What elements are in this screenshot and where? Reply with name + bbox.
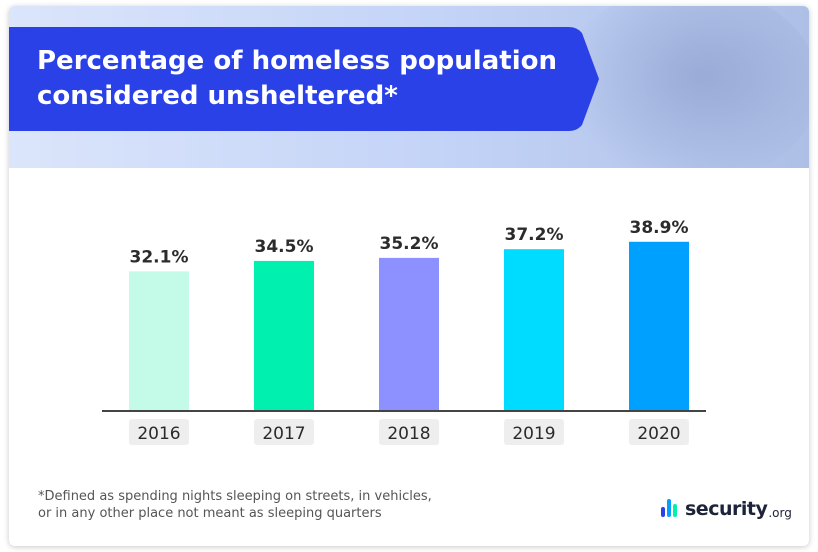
logo-suffix: .org <box>768 505 792 520</box>
logo-mark-icon <box>661 499 681 519</box>
tick-label-2019: 2019 <box>512 424 555 444</box>
chart-title-line-2: considered unsheltered* <box>37 81 398 111</box>
header-band: Percentage of homeless population consid… <box>9 6 809 168</box>
chart-title-line-1: Percentage of homeless population <box>37 46 557 76</box>
footnote: *Defined as spending nights sleeping on … <box>38 488 558 522</box>
title-banner <box>9 27 599 131</box>
bar-chart: 32.1% 2016 34.5% 2017 35.2% 2018 37.2% 2019 38.9… <box>102 218 706 445</box>
tick-label-2020: 2020 <box>637 424 680 444</box>
security-org-logo: security .org <box>661 496 792 522</box>
title-banner-shape <box>9 27 599 131</box>
bar-2018 <box>379 257 439 411</box>
bar-2017 <box>254 260 314 411</box>
tick-label-2018: 2018 <box>387 424 430 444</box>
footnote-line-1: *Defined as spending nights sleeping on … <box>38 489 432 504</box>
bar-2016 <box>129 271 189 411</box>
value-label-2019: 37.2% <box>505 225 564 245</box>
value-label-2016: 32.1% <box>130 247 189 267</box>
tick-label-2016: 2016 <box>137 424 180 444</box>
bar-2019 <box>504 249 564 411</box>
bar-2020 <box>629 241 689 411</box>
tick-label-bg-2018 <box>379 419 439 445</box>
value-label-2017: 34.5% <box>255 237 314 257</box>
logo-name: security <box>685 498 768 520</box>
tick-label-bg-2017 <box>254 419 314 445</box>
tick-label-bg-2019 <box>504 419 564 445</box>
value-label-2018: 35.2% <box>380 234 439 254</box>
tick-label-bg-2016 <box>129 419 189 445</box>
footnote-line-2: or in any other place not meant as sleep… <box>38 506 382 521</box>
tick-label-2017: 2017 <box>262 424 305 444</box>
infographic-card: Percentage of homeless population consid… <box>9 6 809 546</box>
chart-title: Percentage of homeless population consid… <box>37 44 597 114</box>
background-photo <box>559 6 809 168</box>
tick-label-bg-2020 <box>629 419 689 445</box>
value-label-2020: 38.9% <box>630 218 689 238</box>
